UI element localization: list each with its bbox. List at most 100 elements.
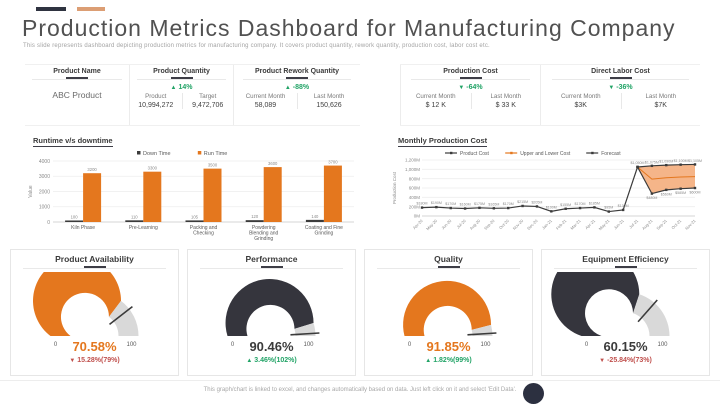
svg-text:Checking: Checking — [193, 231, 214, 237]
svg-text:Dec-20: Dec-20 — [526, 218, 539, 231]
svg-text:Grinding: Grinding — [254, 236, 273, 242]
svg-text:3600: 3600 — [268, 161, 278, 166]
svg-text:Product Cost: Product Cost — [460, 151, 490, 157]
title-underline — [365, 265, 532, 270]
svg-text:Production Cost: Production Cost — [392, 171, 397, 204]
page-title: Production Metrics Dashboard for Manufac… — [22, 15, 676, 41]
svg-text:90.46%: 90.46% — [249, 339, 294, 354]
svg-text:$1,090M: $1,090M — [659, 160, 673, 164]
svg-text:May-20: May-20 — [425, 218, 439, 232]
svg-text:$560M: $560M — [661, 192, 672, 196]
gauge-chart: 0 100 90.46% — [188, 272, 355, 356]
kpi-title: Production Cost — [443, 68, 498, 75]
svg-text:Forecast: Forecast — [601, 151, 621, 157]
svg-text:0: 0 — [585, 342, 589, 348]
svg-text:$170M: $170M — [445, 202, 456, 206]
svg-text:Apr-21: Apr-21 — [584, 218, 597, 231]
gauge-card-quality: Quality 0 100 91.85% ▲ 1.82%(99%) — [364, 249, 533, 376]
svg-text:Coating and Fine: Coating and Fine — [305, 225, 343, 231]
svg-text:Mar-21: Mar-21 — [569, 218, 582, 231]
svg-text:0: 0 — [54, 342, 58, 348]
svg-text:Powdering: Powdering — [252, 225, 276, 231]
runtime-downtime-panel: Runtime v/s downtime 0 1000 2000 3000 4000 Va… — [25, 130, 360, 245]
kpi-card-product-rework-quantity: Product Rework Quantity ▲ -88% Current Mo… — [233, 65, 360, 125]
svg-text:$160M: $160M — [460, 203, 471, 207]
svg-text:Aug-21: Aug-21 — [641, 218, 654, 231]
gauge-card-equipment-efficiency: Equipment Efficiency 0 100 60.15% ▼ -25.84%… — [541, 249, 710, 376]
svg-text:Sep-21: Sep-21 — [655, 218, 668, 231]
svg-text:Down Time: Down Time — [143, 151, 171, 157]
gauge-title: Quality — [434, 254, 463, 264]
svg-text:$95M: $95M — [604, 206, 613, 210]
svg-text:$180M: $180M — [417, 202, 428, 206]
kpi-value: ABC Product — [52, 90, 102, 100]
up-arrow-icon: ▲ — [246, 358, 253, 364]
svg-text:0M: 0M — [414, 214, 421, 219]
svg-text:3000: 3000 — [39, 174, 50, 180]
gauge-title: Performance — [245, 254, 298, 264]
title-underline — [541, 76, 700, 81]
svg-text:Sep-20: Sep-20 — [483, 218, 496, 231]
svg-text:4000: 4000 — [39, 159, 50, 165]
title-underline — [130, 76, 233, 81]
svg-text:$185M: $185M — [589, 201, 600, 205]
kpi-col-value: 10,994,272 — [138, 101, 174, 109]
kpi-title: Product Quantity — [153, 68, 210, 75]
gauge-row: Product Availability 0 100 70.58% ▼ 15.28%(… — [10, 249, 710, 376]
svg-text:$1,105M: $1,105M — [688, 159, 702, 163]
chart-title: Runtime v/s downtime — [33, 136, 113, 147]
svg-text:$130M: $130M — [618, 204, 629, 208]
kpi-delta: ▲ -88% — [284, 84, 310, 91]
title-underline — [25, 76, 129, 81]
kpi-row-right: Production Cost ▼ -64% Current Month $ 12 … — [400, 64, 700, 126]
gauge-title: Product Availability — [55, 254, 134, 264]
gauge-title: Equipment Efficiency — [582, 254, 669, 264]
kpi-title: Product Name — [53, 68, 101, 75]
svg-text:$165M: $165M — [488, 202, 499, 206]
svg-text:$585M: $585M — [675, 191, 686, 195]
svg-text:140: 140 — [311, 214, 319, 219]
monthly-production-cost-chart: 0M 200M 400M 600M 800M 1,000M 1,200M Production… — [390, 148, 705, 254]
svg-text:$215M: $215M — [517, 200, 528, 204]
kpi-columns: Current Month 58,089 Last Month 150,626 — [234, 93, 360, 109]
svg-text:$205M: $205M — [531, 200, 542, 204]
svg-text:3700: 3700 — [328, 160, 338, 165]
svg-text:$480M: $480M — [646, 196, 657, 200]
kpi-columns: Current Month $3K Last Month $7K — [541, 93, 700, 109]
footer-note: This graph/chart is linked to excel, and… — [203, 387, 517, 393]
svg-text:$100M: $100M — [546, 205, 557, 209]
svg-text:1,000M: 1,000M — [405, 167, 420, 172]
kpi-col-label: Product — [145, 93, 167, 100]
title-underline — [234, 76, 360, 81]
gauge-delta: ▲ 3.46%(102%) — [246, 357, 297, 364]
title-underline — [188, 265, 355, 270]
svg-text:Jul-20: Jul-20 — [456, 218, 468, 230]
gauge-card-product-availability: Product Availability 0 100 70.58% ▼ 15.28%(… — [10, 249, 179, 376]
monthly-production-cost-panel: Monthly Production Cost 0M 200M 400M 600M 80… — [390, 130, 705, 245]
kpi-card-product-name: Product Name ABC Product — [25, 65, 129, 125]
gauge-delta: ▼ -25.84%(73%) — [599, 357, 652, 364]
svg-text:105: 105 — [191, 214, 199, 219]
kpi-card-direct-labor-cost: Direct Labor Cost ▼ -36% Current Month $3K… — [540, 65, 700, 125]
svg-text:3300: 3300 — [148, 166, 158, 171]
kpi-title: Product Rework Quantity — [254, 68, 339, 75]
svg-text:60.15%: 60.15% — [603, 339, 648, 354]
svg-text:Oct-21: Oct-21 — [670, 218, 683, 231]
kpi-col-label: Current Month — [245, 93, 286, 100]
svg-text:$190M: $190M — [431, 201, 442, 205]
kpi-col-label: Current Month — [415, 93, 456, 100]
svg-text:120: 120 — [251, 214, 259, 219]
svg-text:100: 100 — [126, 342, 137, 348]
down-arrow-icon: ▼ — [69, 358, 76, 364]
kpi-col-value: 150,626 — [316, 101, 342, 109]
svg-text:0: 0 — [47, 220, 50, 226]
title-underline — [11, 265, 178, 270]
kpi-col-label: Last Month — [645, 93, 677, 100]
svg-text:2000: 2000 — [39, 189, 50, 195]
svg-text:1,200M: 1,200M — [405, 158, 420, 163]
gauge-card-performance: Performance 0 100 90.46% ▲ 3.46%(102%) — [187, 249, 356, 376]
svg-text:Kiln Phase: Kiln Phase — [71, 225, 95, 231]
svg-text:70.58%: 70.58% — [72, 339, 117, 354]
svg-text:100: 100 — [303, 342, 314, 348]
